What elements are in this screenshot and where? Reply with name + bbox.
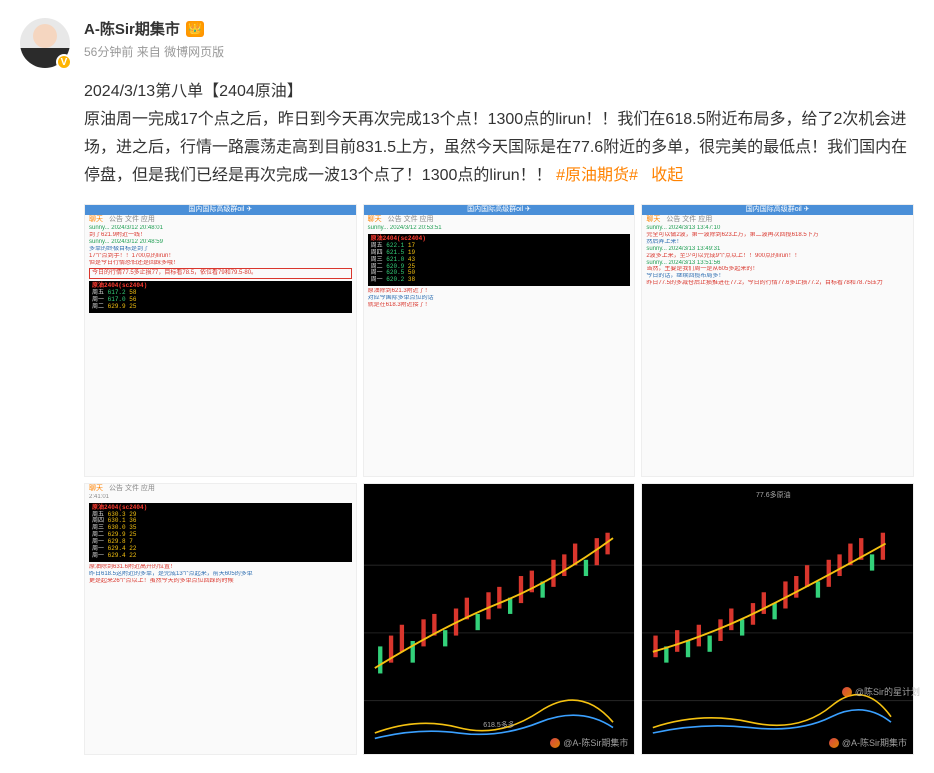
ts: sunny... 2024/3/13 13:49:31 [642, 246, 913, 253]
t3-l5: 今日的话，继续回揽布局多！ [642, 273, 913, 280]
gallery-thumb-6[interactable]: 77.6多原油 @A-陈Sir期集市 [641, 483, 914, 756]
t3-l2: 然后弄上来！ [642, 239, 913, 246]
post-body: 2024/3/13第八单【2404原油】 原油周一完成17个点之后，昨日到今天再… [84, 78, 914, 190]
weibo-icon [842, 687, 852, 697]
t2-l1: 原油除到621.3附近了！ [364, 288, 635, 295]
t3-l3: 2波多上来，至少可以完成9个点以上！！900点的lirun！！ [642, 253, 913, 260]
hashtag-link[interactable]: #原油期货# [556, 167, 638, 184]
ts: sunny... 2024/3/12 20:48:59 [85, 239, 356, 246]
t2-l2: 对应今国际多单点位的话 [364, 295, 635, 302]
body-line2: 原油周一完成17个点之后，昨日到今天再次完成13个点！1300点的lirun！！… [84, 111, 907, 184]
ts: sunny... 2024/3/13 13:51:56 [642, 260, 913, 267]
chat-tabs: 聊天公告 文件 应用 [364, 215, 635, 225]
t4-l2: 昨日618.5这附近的多单，是完成13个点起来，前天605的多单 [85, 571, 356, 578]
chat-title: 国内国际高级群oil ✈ [85, 205, 356, 215]
page-watermark: @陈Sir的星计划 [842, 685, 920, 698]
post-source[interactable]: 微博网页版 [164, 45, 224, 59]
ts: sunny... 2024/3/12 20:48:01 [85, 225, 356, 232]
chart-caption: 618.5多多 [483, 722, 515, 730]
weibo-icon [550, 738, 560, 748]
username[interactable]: A-陈Sir期集市 [84, 18, 180, 39]
candlestick-chart: 77.6多原油 @A-陈Sir期集市 [642, 484, 913, 755]
crown-icon: 👑 [186, 21, 204, 37]
gallery-thumb-3[interactable]: 国内国际高级群oil ✈ 聊天公告 文件 应用 sunny... 2024/3/… [641, 204, 914, 477]
t1-l2: 多单的终极目标是到了 [85, 246, 356, 253]
weibo-watermark: @A-陈Sir期集市 [829, 738, 907, 748]
t3-l1: 完全可以做2波，第一波除到623上方，第二波再次回揽618.5下方 [642, 232, 913, 239]
t2-l3: 就是在618.3附近接了！ [364, 302, 635, 309]
verified-badge-icon: V [56, 54, 72, 70]
t1-l1: 到了621.9附近一线！ [85, 232, 356, 239]
weibo-post: V A-陈Sir期集市 👑 56分钟前 来自 微博网页版 2024/3/13第八… [0, 0, 934, 773]
chat-title: 国内国际高级群oil ✈ [642, 205, 913, 215]
gallery-thumb-2[interactable]: 国内国际高级群oil ✈ 聊天公告 文件 应用 sunny... 2024/3/… [363, 204, 636, 477]
ts: sunny... 2024/3/13 13:47:10 [642, 225, 913, 232]
t3-l6: 昨日77.5的多减仓后止损推进在77.2，今日的行情77.6多止损77.2，目标… [642, 280, 913, 287]
body-line1: 2024/3/13第八单【2404原油】 [84, 83, 303, 100]
quote-panel: 原油2404(sc2404) 周五 617.2 58周一 617.0 56周二 … [89, 281, 352, 313]
page-watermark-text: @陈Sir的星计划 [855, 685, 920, 698]
gallery-thumb-5[interactable]: 618.5多多 @A-陈Sir期集市 [363, 483, 636, 756]
post-time: 56分钟前 [84, 45, 133, 59]
t3-l4: 当然，主要是我们周一是从605多起来的！ [642, 266, 913, 273]
quote-panel: 原油2404(sc2404) 周五 622.1 17周四 621.5 19周三 … [368, 234, 631, 286]
candlestick-chart: 618.5多多 @A-陈Sir期集市 [364, 484, 635, 755]
chart-caption: 77.6多原油 [756, 492, 791, 500]
t4-l1: 原油除到631.6附近高开的位置！ [85, 564, 356, 571]
gallery-thumb-4[interactable]: 聊天公告 文件 应用 2:41:01 原油2404(sc2404) 周五 630… [84, 483, 357, 756]
chat-title: 国内国际高级群oil ✈ [364, 205, 635, 215]
ts: sunny... 2024/3/12 20:53:51 [364, 225, 635, 232]
collapse-button[interactable]: 收起 [651, 167, 683, 184]
chat-tabs: 聊天公告 文件 应用 [85, 215, 356, 225]
source-prefix: 来自 [137, 45, 161, 59]
gallery-thumb-1[interactable]: 国内国际高级群oil ✈ 聊天公告 文件 应用 sunny... 2024/3/… [84, 204, 357, 477]
t4-l3: 更是起来26个点以上！虽然今天的多单点位回踩的时候 [85, 578, 356, 585]
weibo-watermark: @A-陈Sir期集市 [550, 738, 628, 748]
weibo-icon [829, 738, 839, 748]
t1-l3: 17个点到手！！1700点的lirun！ [85, 253, 356, 260]
post-meta: 56分钟前 来自 微博网页版 [84, 43, 914, 60]
chat-tabs: 聊天公告 文件 应用 [642, 215, 913, 225]
chat-tabs: 聊天公告 文件 应用 [85, 484, 356, 494]
ts: 2:41:01 [85, 494, 356, 501]
image-gallery: 国内国际高级群oil ✈ 聊天公告 文件 应用 sunny... 2024/3/… [84, 204, 914, 755]
highlighted-box: 今日的行情77.5多止损77，目标看78.5，依位看79和79.5-80。 [89, 268, 352, 279]
avatar[interactable]: V [20, 18, 70, 68]
t1-l4: 但是今日行情恐怕还是回踩多哦！ [85, 260, 356, 267]
quote-panel: 原油2404(sc2404) 周五 630.3 29周四 630.1 36周三 … [89, 503, 352, 562]
